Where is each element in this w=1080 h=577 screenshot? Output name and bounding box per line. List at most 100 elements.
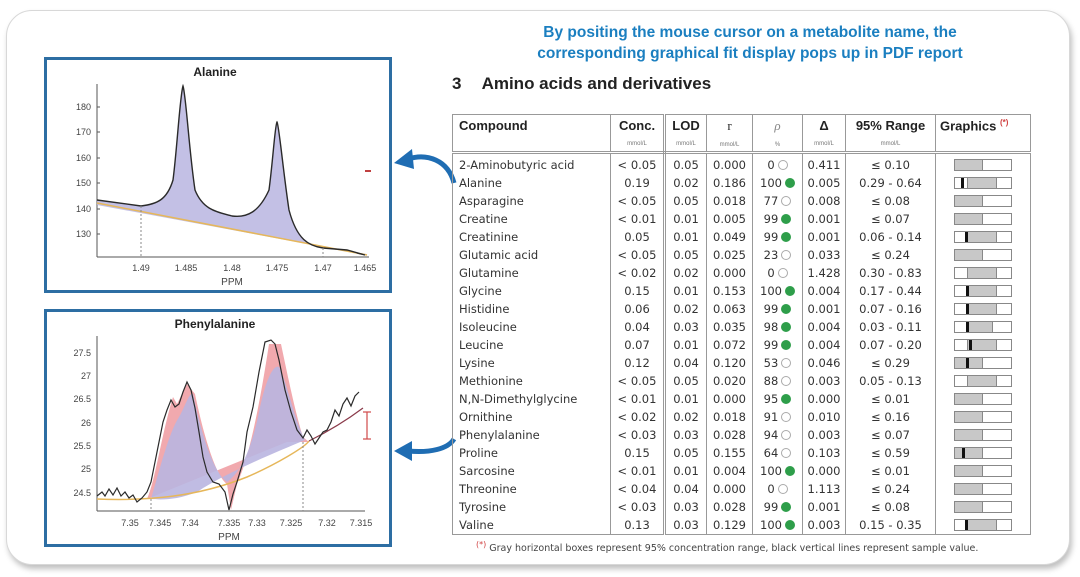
col-rho: ρ% (752, 114, 803, 154)
table-row: 2-Aminobutyric acid < 0.05 0.05 0.000 0 0.411… (452, 152, 1031, 174)
headline: By positing the mouse cursor on a metabo… (470, 22, 1030, 64)
conc-cell: 0.04 (610, 318, 666, 336)
conc-cell: < 0.03 (610, 498, 666, 516)
r-cell: 0.049 (706, 228, 753, 246)
conc-cell: < 0.05 (610, 246, 666, 264)
compound-link[interactable]: Sarcosine (452, 462, 611, 480)
section-title: 3 Amino acids and derivatives (452, 74, 711, 94)
rho-cell: 100 (752, 174, 803, 192)
r-cell: 0.028 (706, 498, 753, 516)
range-cell: ≤ 0.24 (845, 246, 936, 264)
r-cell: 0.129 (706, 516, 753, 535)
r-cell: 0.000 (706, 480, 753, 498)
range-cell: 0.15 - 0.35 (845, 516, 936, 535)
compound-link[interactable]: Glycine (452, 282, 611, 300)
compound-link[interactable]: Leucine (452, 336, 611, 354)
compound-link[interactable]: Threonine (452, 480, 611, 498)
table-row: Creatinine 0.05 0.01 0.049 99 0.001 0.06 - 0.1… (452, 228, 1031, 246)
conc-cell: < 0.05 (610, 192, 666, 210)
range-cell: ≤ 0.01 (845, 390, 936, 408)
quality-ok-dot-icon (781, 322, 792, 332)
quality-low-circle-icon (781, 250, 792, 260)
svg-text:1.48: 1.48 (223, 263, 241, 273)
range-cell: ≤ 0.16 (845, 408, 936, 426)
phenylalanine-spectrum-chart: Phenylalanine 27.5 27 26.5 26 25.5 25 24… (73, 317, 372, 543)
compound-link[interactable]: 2-Aminobutyric acid (452, 152, 611, 174)
delta-cell: 0.000 (802, 390, 846, 408)
compound-link[interactable]: N,N-Dimethylglycine (452, 390, 611, 408)
delta-cell: 0.005 (802, 174, 846, 192)
svg-text:7.325: 7.325 (280, 518, 303, 528)
delta-cell: 0.003 (802, 426, 846, 444)
range-bar (954, 357, 1012, 369)
footnote-text: Gray horizontal boxes represent 95% conc… (489, 543, 979, 555)
range-bar (954, 231, 1012, 243)
r-cell: 0.035 (706, 318, 753, 336)
conc-cell: 0.12 (610, 354, 666, 372)
quality-low-circle-icon (777, 160, 788, 170)
table-row: Isoleucine 0.04 0.03 0.035 98 0.004 0.03 - 0.1… (452, 318, 1031, 336)
table-row: Glutamic acid < 0.05 0.05 0.025 23 0.033 ≤ 0.2… (452, 246, 1031, 264)
rho-cell: 53 (752, 354, 803, 372)
svg-text:130: 130 (76, 229, 91, 239)
compound-link[interactable]: Ornithine (452, 408, 611, 426)
rho-cell: 100 (752, 462, 803, 480)
r-cell: 0.186 (706, 174, 753, 192)
compound-link[interactable]: Phenylalanine (452, 426, 611, 444)
conc-cell: 0.15 (610, 444, 666, 462)
delta-cell: 0.046 (802, 354, 846, 372)
compound-link[interactable]: Creatine (452, 210, 611, 228)
compound-link[interactable]: Histidine (452, 300, 611, 318)
conc-cell: 0.06 (610, 300, 666, 318)
lod-cell: 0.03 (664, 516, 707, 535)
compound-link[interactable]: Glutamine (452, 264, 611, 282)
range-bar (954, 519, 1012, 531)
compound-link[interactable]: Isoleucine (452, 318, 611, 336)
conc-cell: 0.15 (610, 282, 666, 300)
conc-cell: < 0.01 (610, 390, 666, 408)
compound-link[interactable]: Creatinine (452, 228, 611, 246)
headline-line-2: corresponding graphical fit display pops… (537, 45, 963, 62)
compound-link[interactable]: Valine (452, 516, 611, 535)
conc-cell: < 0.05 (610, 152, 666, 174)
r-cell: 0.028 (706, 426, 753, 444)
compound-link[interactable]: Tyrosine (452, 498, 611, 516)
compound-link[interactable]: Glutamic acid (452, 246, 611, 264)
range-bar (954, 393, 1012, 405)
range-bar (954, 375, 1012, 387)
range-bar (954, 447, 1012, 459)
delta-cell: 0.001 (802, 498, 846, 516)
table-row: Creatine < 0.01 0.01 0.005 99 0.001 ≤ 0.07 (452, 210, 1031, 228)
quality-ok-dot-icon (784, 286, 795, 296)
lod-cell: 0.02 (664, 408, 707, 426)
svg-text:25.5: 25.5 (73, 441, 91, 451)
quality-ok-dot-icon (781, 214, 792, 224)
rho-cell: 98 (752, 318, 803, 336)
quality-low-circle-icon (777, 268, 788, 278)
range-bar (954, 285, 1012, 297)
compound-link[interactable]: Proline (452, 444, 611, 462)
range-cell: 0.06 - 0.14 (845, 228, 936, 246)
svg-text:7.345: 7.345 (149, 518, 172, 528)
rho-cell: 64 (752, 444, 803, 462)
sample-value-marker (966, 322, 970, 332)
rho-cell: 77 (752, 192, 803, 210)
delta-cell: 0.103 (802, 444, 846, 462)
compound-link[interactable]: Alanine (452, 174, 611, 192)
lod-cell: 0.01 (664, 390, 707, 408)
conc-cell: < 0.05 (610, 372, 666, 390)
lod-cell: 0.01 (664, 210, 707, 228)
rho-cell: 91 (752, 408, 803, 426)
col-compound: Compound (452, 114, 611, 154)
svg-text:170: 170 (76, 127, 91, 137)
table-body: 2-Aminobutyric acid < 0.05 0.05 0.000 0 0.411… (452, 152, 1031, 535)
range-bar (954, 483, 1012, 495)
range-bar (954, 321, 1012, 333)
sample-value-marker (966, 286, 970, 296)
compound-link[interactable]: Asparagine (452, 192, 611, 210)
compound-link[interactable]: Methionine (452, 372, 611, 390)
compound-link[interactable]: Lysine (452, 354, 611, 372)
r-cell: 0.000 (706, 152, 753, 174)
col-graphics: Graphics (*) (935, 114, 1031, 154)
